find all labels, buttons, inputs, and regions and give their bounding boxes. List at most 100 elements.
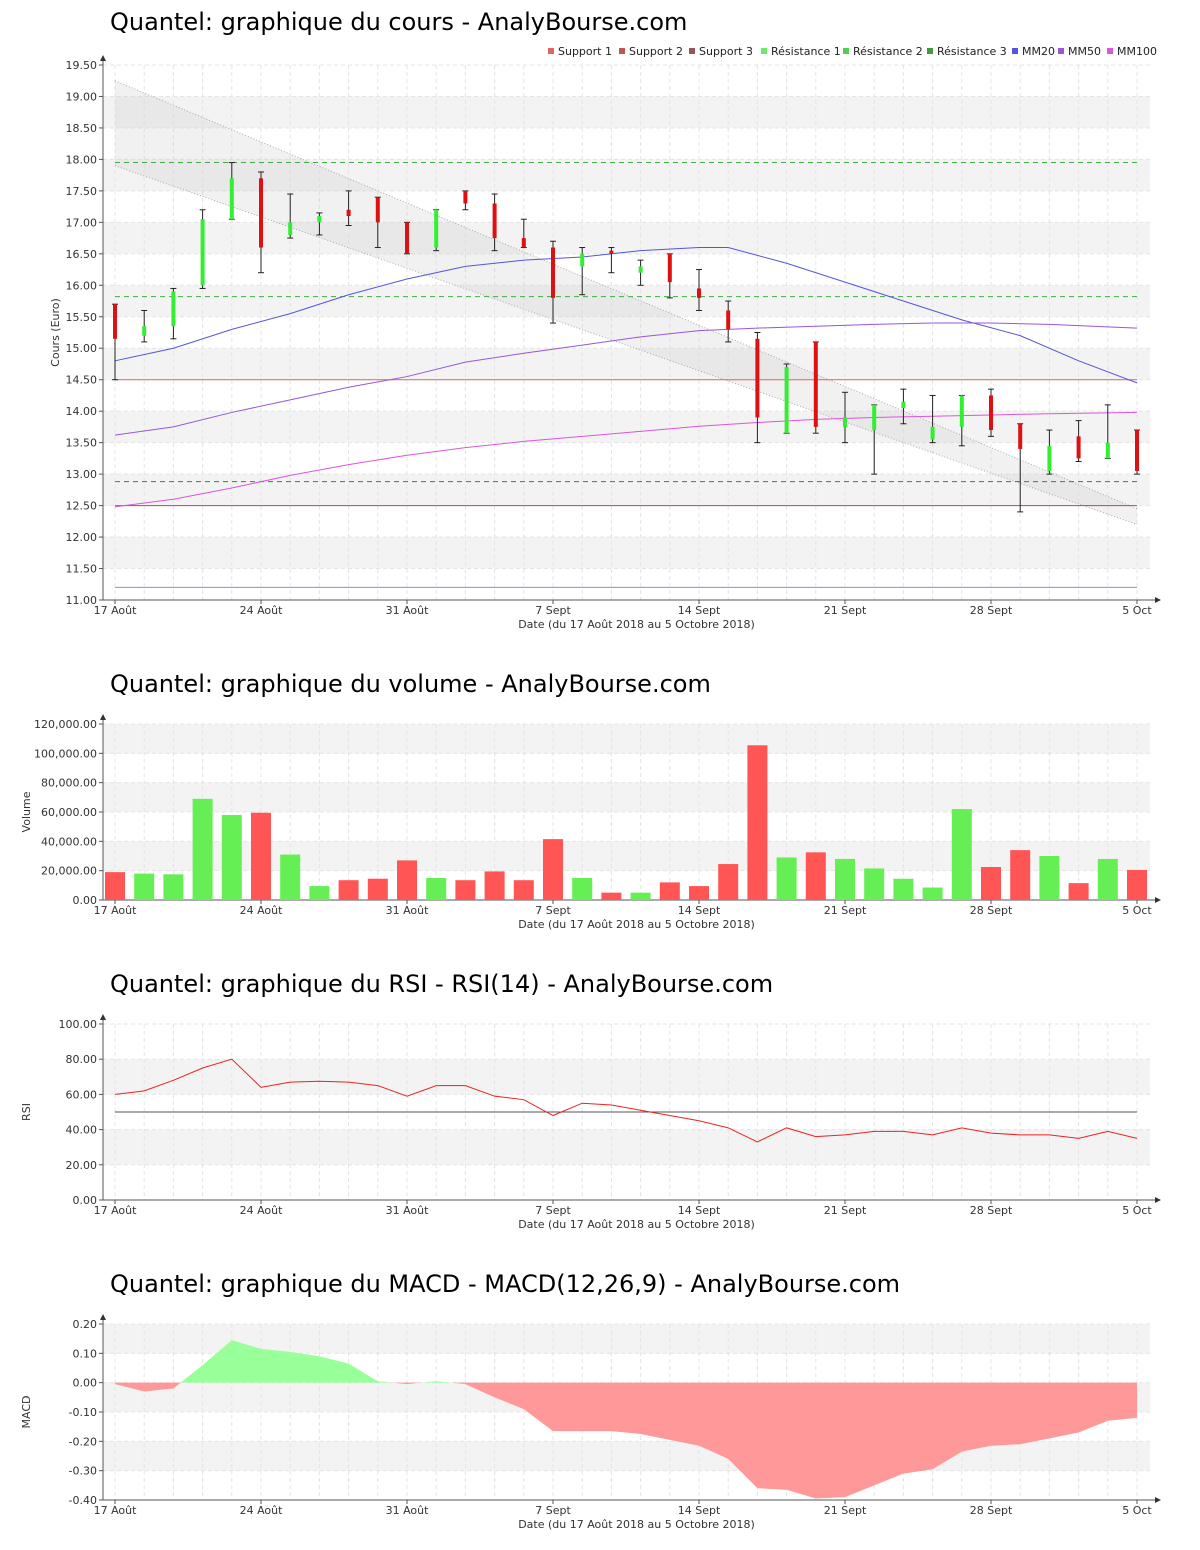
volume-bar (835, 858, 855, 900)
legend-swatch (761, 48, 767, 54)
candle-body (200, 219, 205, 286)
x-axis-arrow (1155, 597, 1161, 603)
x-tick-label: 31 Août (386, 904, 430, 917)
y-tick-label: 120,000.00 (34, 718, 97, 731)
x-tick-label: 24 Août (240, 1204, 284, 1217)
volume-chart-panel: Quantel: graphique du volume - AnalyBour… (0, 655, 1200, 945)
grid-band (103, 285, 1150, 317)
candle-body (317, 216, 322, 223)
candle-body (843, 417, 847, 427)
y-axis-label: Cours (Euro) (49, 298, 62, 367)
candle-body (229, 178, 234, 220)
volume-chart-title: Quantel: graphique du volume - AnalyBour… (110, 670, 711, 698)
candle-body (930, 426, 935, 440)
volume-bar (864, 868, 885, 900)
x-tick-label: 28 Sept (970, 904, 1013, 917)
grid-band (103, 222, 1150, 254)
y-tick-label: 13.50 (66, 437, 98, 450)
x-tick-label: 24 Août (240, 604, 284, 617)
y-tick-label: 12.50 (66, 500, 98, 513)
moving-average-line (114, 247, 1138, 384)
y-tick-label: 13.00 (66, 468, 98, 481)
volume-bar (484, 871, 505, 900)
y-axis-label: Volume (20, 791, 33, 832)
rsi-line (114, 1058, 1138, 1143)
x-tick-label: 17 Août (94, 1504, 138, 1517)
grid-band (103, 1441, 1150, 1471)
y-tick-label: 17.50 (66, 185, 98, 198)
legend-label: MM50 (1068, 45, 1101, 58)
x-tick-label: 17 Août (94, 904, 138, 917)
price-chart-title: Quantel: graphique du cours - AnalyBours… (110, 8, 688, 36)
candle-body (113, 304, 117, 339)
candle-body (901, 401, 906, 409)
candle-body (259, 178, 263, 248)
volume-bar (776, 857, 797, 900)
x-tick-label: 7 Sept (535, 1204, 571, 1217)
candle-body (872, 404, 877, 431)
legend-swatch (1107, 48, 1113, 54)
rsi-chart-panel: Quantel: graphique du RSI - RSI(14) - An… (0, 955, 1200, 1245)
legend-label: Support 1 (558, 45, 612, 58)
candle-body (638, 266, 643, 273)
y-tick-label: 16.00 (66, 279, 98, 292)
candle-body (1076, 436, 1081, 459)
y-tick-label: 14.00 (66, 405, 98, 418)
volume-bar (163, 874, 184, 900)
grid-band (103, 96, 1150, 128)
candle-body (1018, 423, 1023, 449)
x-axis-arrow (1155, 1497, 1161, 1503)
x-tick-label: 21 Sept (824, 904, 867, 917)
macd-positive-area (180, 1340, 393, 1383)
volume-bar (455, 880, 476, 900)
grid-band (103, 841, 1150, 871)
volume-bar (922, 887, 943, 900)
y-tick-label: 40,000.00 (41, 835, 97, 848)
volume-bar (572, 878, 593, 900)
y-tick-label: 18.00 (66, 153, 98, 166)
x-tick-label: 7 Sept (535, 904, 571, 917)
x-tick-label: 31 Août (386, 604, 430, 617)
legend-label: Résistance 2 (853, 45, 923, 58)
volume-bar (543, 839, 563, 900)
x-tick-label: 17 Août (94, 604, 138, 617)
y-axis-label: MACD (20, 1396, 33, 1429)
volume-bar (280, 854, 301, 900)
y-tick-label: -0.20 (69, 1435, 97, 1448)
volume-bar (630, 892, 651, 900)
y-tick-label: 0.00 (73, 1194, 98, 1207)
candle-body (463, 190, 468, 204)
volume-bar (1039, 856, 1060, 900)
x-tick-label: 5 Oct (1122, 1204, 1152, 1217)
y-tick-label: 19.50 (66, 59, 98, 72)
x-axis-label: Date (du 17 Août 2018 au 5 Octobre 2018) (518, 1518, 755, 1531)
rsi-chart: 0.00 20.00 40.00 60.00 80.00 100.00 17 Août 24 … (20, 1014, 1161, 1231)
candle-body (521, 238, 526, 248)
volume-bar (1097, 858, 1118, 900)
candle-body (405, 222, 409, 254)
moving-average-line (114, 411, 1138, 508)
legend-swatch (843, 48, 849, 54)
volume-bar (893, 878, 914, 900)
volume-bar (105, 872, 125, 900)
legend-swatch (689, 48, 695, 54)
y-axis-arrow (100, 1014, 106, 1020)
x-tick-label: 7 Sept (535, 1504, 571, 1517)
x-tick-label: 21 Sept (824, 604, 867, 617)
x-tick-label: 5 Oct (1122, 904, 1152, 917)
y-axis-label: RSI (20, 1103, 33, 1121)
candle-body (171, 291, 176, 327)
macd-negative-area (392, 1382, 422, 1385)
candle-body (609, 250, 614, 254)
y-tick-label: 100,000.00 (34, 747, 97, 760)
volume-bar (513, 880, 534, 900)
volume-bar (426, 878, 447, 900)
y-tick-label: 20,000.00 (41, 865, 97, 878)
macd-chart-panel: Quantel: graphique du MACD - MACD(12,26,… (0, 1255, 1200, 1545)
grid-band (103, 474, 1150, 506)
candle-body (1105, 442, 1110, 459)
legend-label: MM20 (1022, 45, 1055, 58)
y-tick-label: 0.20 (73, 1318, 98, 1331)
y-tick-label: 0.00 (73, 894, 98, 907)
grid-band (103, 348, 1150, 380)
